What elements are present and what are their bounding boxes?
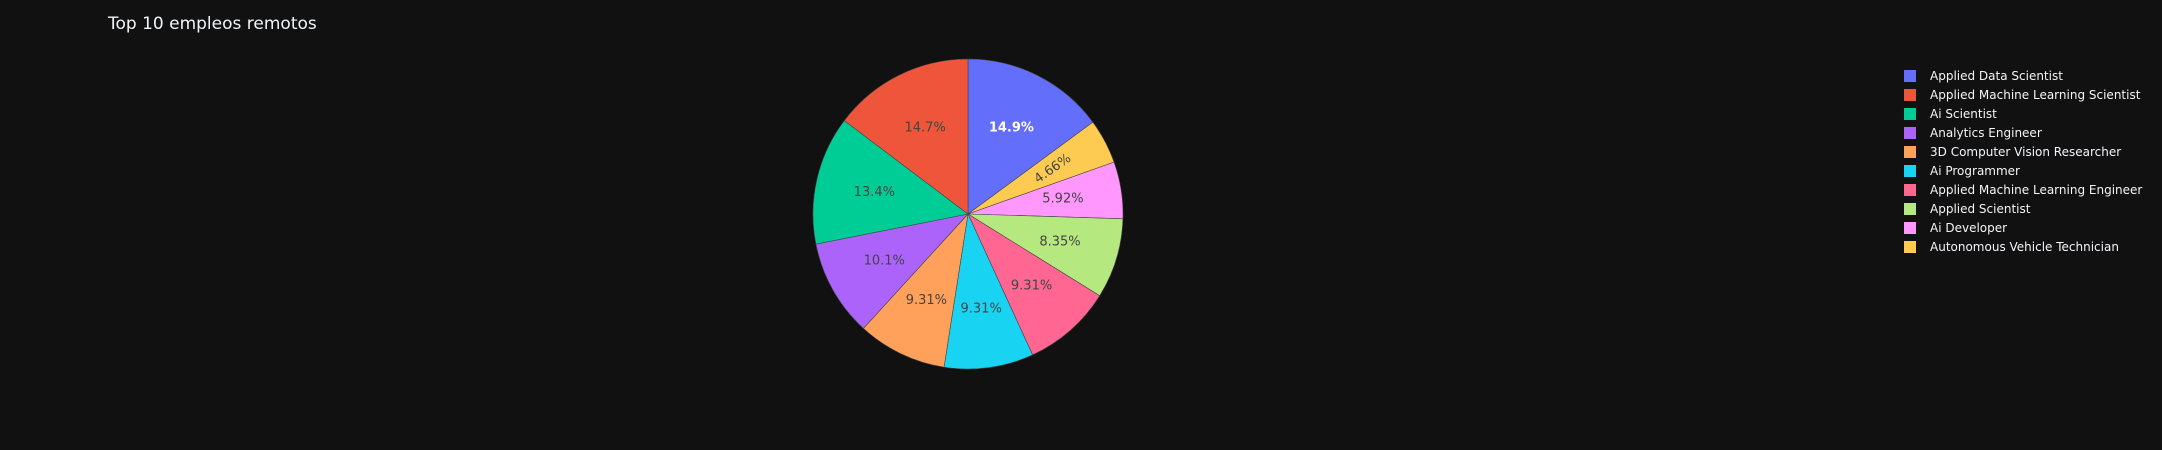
slice-data-label: 14.9% [989,121,1034,136]
legend-swatch [1904,183,1916,196]
legend-label: Ai Developer [1930,220,2008,235]
legend-item-applied-machine-learning-engineer[interactable]: Applied Machine Learning Engineer [1904,180,2142,199]
legend-swatch [1904,221,1916,234]
legend-item-analytics-engineer[interactable]: Analytics Engineer [1904,123,2142,142]
slice-data-label: 14.7% [905,120,946,135]
legend-label: 3D Computer Vision Researcher [1930,144,2122,159]
pie-slice-analytics-engineer[interactable] [815,213,969,329]
slice-data-label: 8.35% [1039,234,1080,249]
legend-label: Applied Machine Learning Engineer [1930,182,2143,197]
legend-swatch [1904,69,1916,82]
pie-slice-3d-computer-vision-researcher[interactable] [863,213,969,368]
legend-item-ai-programmer[interactable]: Ai Programmer [1904,161,2142,180]
pie-slice-applied-data-scientist[interactable] [967,58,1094,215]
legend-label: Applied Data Scientist [1930,68,2063,83]
slice-data-label: 9.31% [906,293,947,308]
legend-swatch [1904,202,1916,215]
slice-data-label: 13.4% [854,185,895,200]
legend-label: Ai Programmer [1930,163,2020,178]
legend-item-ai-developer[interactable]: Ai Developer [1904,218,2142,237]
slice-data-label: 5.92% [1042,192,1083,207]
pie-slice-applied-machine-learning-engineer[interactable] [967,213,1101,356]
legend-swatch [1904,88,1916,101]
legend-item-applied-data-scientist[interactable]: Applied Data Scientist [1904,66,2142,85]
legend-label: Ai Scientist [1930,106,1997,121]
slice-data-label: 9.31% [961,302,1002,317]
legend-swatch [1904,126,1916,139]
legend-swatch [1904,240,1916,253]
pie-slice-ai-scientist[interactable] [812,120,969,245]
pie-slice-ai-programmer[interactable] [943,212,1034,370]
legend-label: Analytics Engineer [1930,125,2042,140]
legend-swatch [1904,164,1916,177]
legend-swatch [1904,107,1916,120]
legend-swatch [1904,145,1916,158]
slice-data-label: 10.1% [864,254,905,269]
legend-label: Applied Scientist [1930,201,2031,216]
legend-label: Autonomous Vehicle Technician [1930,239,2119,254]
chart-legend[interactable]: Applied Data Scientist Applied Machine Le… [1904,66,2142,256]
legend-item-ai-scientist[interactable]: Ai Scientist [1904,104,2142,123]
legend-label: Applied Machine Learning Scientist [1930,87,2141,102]
legend-item-3d-computer-vision-researcher[interactable]: 3D Computer Vision Researcher [1904,142,2142,161]
legend-item-applied-scientist[interactable]: Applied Scientist [1904,199,2142,218]
pie-slice-applied-machine-learning-scientist[interactable] [843,58,969,215]
legend-item-applied-machine-learning-scientist[interactable]: Applied Machine Learning Scientist [1904,85,2142,104]
chart-title: Top 10 empleos remotos [108,14,317,34]
legend-item-autonomous-vehicle-technician[interactable]: Autonomous Vehicle Technician [1904,237,2142,256]
slice-data-label: 9.31% [1011,279,1052,294]
